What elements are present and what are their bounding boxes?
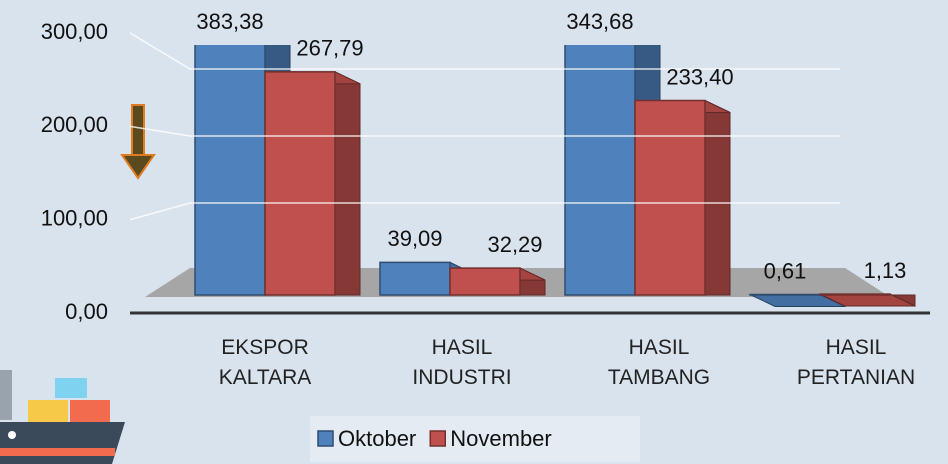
y-tick-label: 0,00 <box>65 299 108 324</box>
bar <box>819 293 891 296</box>
x-tick-label: HASIL TAMBANG <box>607 336 711 389</box>
data-label: 233,40 <box>666 64 733 89</box>
legend-label: November <box>450 426 551 451</box>
y-tick-label: 200,00 <box>41 112 108 137</box>
legend-label: Oktober <box>338 426 416 451</box>
data-label: 383,38 <box>196 9 263 34</box>
legend-swatch <box>429 430 447 447</box>
x-tick-label: HASIL PERTANIAN <box>796 336 916 389</box>
data-label: 39,09 <box>387 226 442 251</box>
data-label: 1,13 <box>864 258 907 283</box>
legend-swatch <box>317 430 334 447</box>
arrow-icon <box>120 104 156 180</box>
bar-side <box>334 71 361 296</box>
grid-line <box>129 202 840 221</box>
x-tick-label: EKSPOR KALTARA <box>218 336 312 389</box>
bar <box>264 71 336 296</box>
x-tick-label: HASIL INDUSTRI <box>412 336 512 389</box>
bar <box>379 261 451 296</box>
grid-line <box>129 32 840 70</box>
bar-side <box>704 99 731 296</box>
y-tick-label: 300,00 <box>41 19 108 44</box>
data-label: 0,61 <box>764 258 807 283</box>
bar <box>749 293 821 296</box>
legend-box <box>310 416 640 462</box>
bar <box>634 99 706 296</box>
y-tick-label: 100,00 <box>41 205 108 230</box>
ship-icon <box>0 370 125 464</box>
data-label: 32,29 <box>487 232 542 257</box>
bar <box>194 45 266 296</box>
data-label: 343,68 <box>566 9 633 34</box>
bar <box>449 267 521 296</box>
bars <box>194 45 916 308</box>
data-label: 267,79 <box>296 36 363 61</box>
grid-line <box>129 125 840 137</box>
bar <box>564 45 636 296</box>
